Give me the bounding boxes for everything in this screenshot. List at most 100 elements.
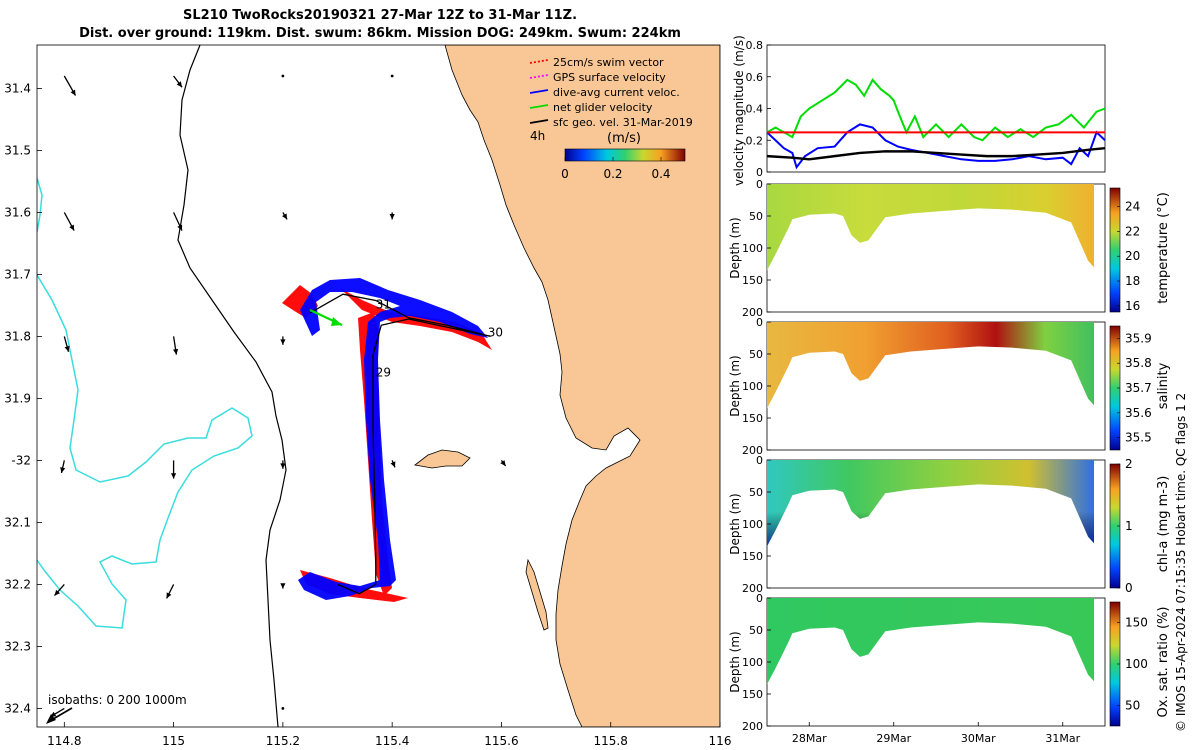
section-ylabel: Depth (m) [728,217,742,278]
section-colorbar-tick-label: 50 [1125,698,1140,712]
section-variable-label: chl-a (mg m-3) [1156,476,1171,573]
map-x-tick-label: 115 [162,734,185,748]
section-y-tick-label: 200 [742,306,763,319]
sfc-velocity-arrowhead [176,81,182,88]
velocity-y-tick-label: 0 [756,166,763,179]
legend-swatch [529,119,549,124]
sfc-velocity-arrowhead [280,583,286,589]
legend-swatch [529,74,549,79]
isobath-1000m [37,177,253,629]
sfc-velocity-dot [281,707,285,710]
section-y-tick-label: 0 [756,316,763,329]
map-colorbar-tick-label: 0 [561,167,569,181]
map-y-tick-label: 32.4 [4,701,31,715]
map-y-tick-label: 31.7 [4,267,31,281]
map-y-tick-label: 31.5 [4,143,31,157]
date-tick-label: 28Mar [792,732,827,745]
section-y-tick-label: 100 [742,518,763,531]
sfc-velocity-arrowhead [54,589,61,596]
sfc-velocity-arrowhead [390,461,396,468]
velocity-series-sfc [766,146,1106,161]
dive-avg-current-blue [298,278,488,600]
map-panel: 31 30 29 114.8 115 115.2 115.4 115.6 115.8 116 3… [4,44,731,748]
section-panel-2: 0 50 100 150 200 Depth (m) 16 18 20 22 24 temperatu… [728,178,1171,319]
section-colorbar-tick-label: 22 [1125,224,1140,238]
section-y-tick-label: 0 [756,178,763,191]
map-y-tick-label: 31.4 [4,81,31,95]
section-panel-3: 0 50 100 150 200 Depth (m) 35.5 35.6 35.7 35.8 35.… [728,316,1171,457]
section-colorbar-tick-label: 100 [1125,657,1148,671]
section-colorbar-tick-label: 2 [1125,457,1133,471]
map-frame [36,44,721,728]
map-legend: 25cm/s swim vector GPS surface velocity di… [529,56,693,129]
section-variable-label: Ox. sat. ratio (%) [1156,607,1171,718]
sfc-velocity-arrowhead [280,463,286,469]
sfc-velocity-arrowhead [172,348,179,355]
section-panel-5: 0 50 100 150 200 Depth (m) 50 100 150 Ox. sat. ra… [728,592,1171,733]
map-colorbar-tick-label: 0.2 [603,167,622,181]
section-y-tick-label: 100 [742,656,763,669]
velocity-y-ticks: 0 0.2 0.4 0.6 0.8 [746,39,771,179]
colorbar-units: (m/s) [607,131,641,146]
section-colorbar-tick-label: 18 [1125,274,1140,288]
section-variable-label: temperature (°C) [1156,192,1171,304]
sfc-velocity-arrowhead [64,345,70,352]
date-tick-label: 30Mar [961,732,996,745]
sfc-velocity-arrowhead [60,467,66,473]
section-y-tick-label: 100 [742,242,763,255]
section-data-field [767,184,1095,271]
figure-title-line2: Dist. over ground: 119km. Dist. swum: 86… [79,26,681,41]
section-y-tick-label: 150 [742,688,763,701]
map-x-tick-label: 115.8 [594,734,628,748]
track-day-label: 29 [376,366,391,380]
legend-label: sfc geo. vel. 31-Mar-2019 [553,116,693,129]
track-day-label: 31 [376,298,391,312]
section-y-tick-label: 50 [749,624,763,637]
legend-label: net glider velocity [553,101,653,114]
map-colorbar-tick-label: 0.4 [651,167,670,181]
section-colorbar-tick-label: 35.5 [1125,431,1152,445]
section-y-tick-label: 0 [756,454,763,467]
map-y-tick-label: 31.9 [4,391,31,405]
section-colorbar-tick-label: 20 [1125,249,1140,263]
section-ylabel: Depth (m) [728,493,742,554]
map-x-tick-label: 115.2 [266,734,300,748]
map-y-ticks: 31.4 31.5 31.6 31.7 31.8 31.9 -32 32.1 32.2 32.3 3… [4,81,42,715]
section-y-tick-label: 200 [742,582,763,595]
map-x-tick-label: 116 [709,734,732,748]
section-ylabel: Depth (m) [728,631,742,692]
section-data-field [767,322,1095,409]
section-colorbar-tick-label: 35.8 [1125,356,1152,370]
section-colorbar-tick-label: 0 [1125,581,1133,595]
sfc-velocity-arrowhead [177,224,183,231]
map-y-tick-label: 32.3 [4,639,31,653]
map-y-tick-label: 31.8 [4,329,31,343]
legend-label: 25cm/s swim vector [553,56,664,69]
garden-island [525,558,549,631]
map-x-ticks: 114.8 115 115.2 115.4 115.6 115.8 116 [47,722,731,748]
sfc-velocity-arrowhead [389,213,395,220]
section-panel-4: 0 50 100 150 200 Depth (m) 0 1 2 chl-a (mg m-3) [728,454,1171,595]
section-y-tick-label: 50 [749,348,763,361]
date-axis-ticks: 28Mar 29Mar 30Mar 31Mar [792,722,1081,745]
sfc-velocity-dot [390,74,394,78]
map-y-tick-label: -32 [11,453,31,467]
section-y-tick-label: 0 [756,592,763,605]
legend-label: GPS surface velocity [553,71,666,84]
sfc-velocity-arrowhead [280,339,286,345]
section-data-deep-shading [767,460,1095,547]
sfc-velocity-arrowhead [166,592,172,599]
rottnest-island [414,449,471,469]
velocity-frame [766,44,1106,173]
section-colorbar-tick-label: 35.7 [1125,381,1152,395]
map-colorbar-ticks: 0 0.2 0.4 [561,157,671,181]
date-tick-label: 31Mar [1045,732,1080,745]
date-tick-label: 29Mar [876,732,911,745]
map-y-tick-label: 31.6 [4,205,31,219]
section-colorbar-tick-label: 150 [1125,616,1148,630]
isobath-label-arrowhead [46,714,56,724]
isobath-label: isobaths: 0 200 1000m [48,693,187,707]
map-x-tick-label: 114.8 [47,734,81,748]
velocity-y-tick-label: 0.2 [746,134,764,147]
surface-geostrophic-arrows [49,74,507,718]
